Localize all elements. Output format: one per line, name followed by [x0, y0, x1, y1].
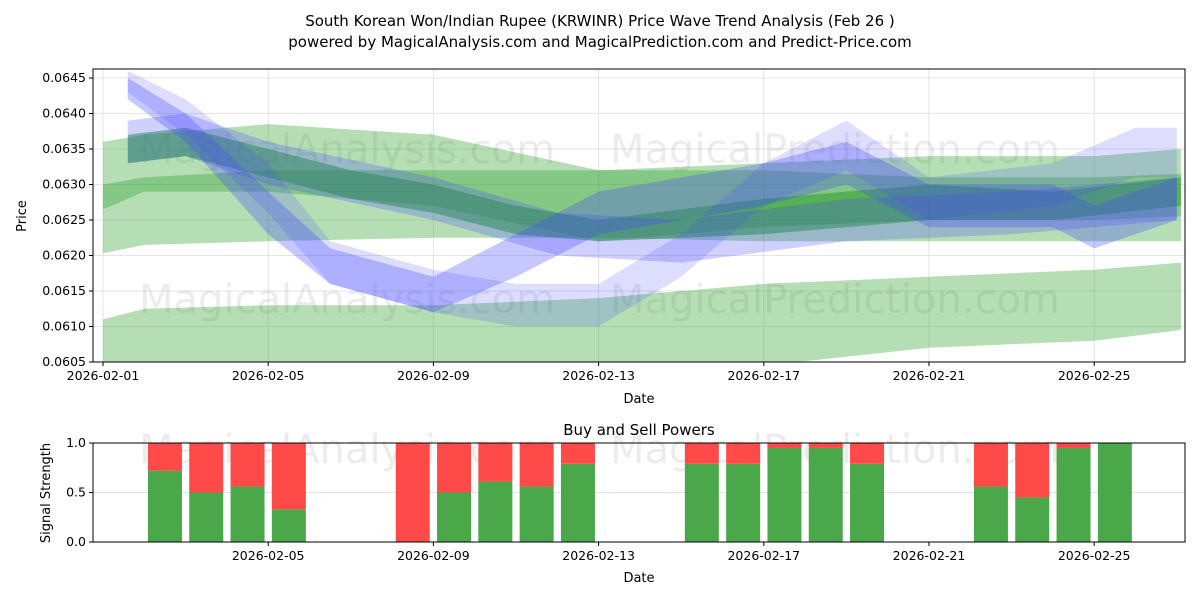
x-axis-label: Date [623, 571, 654, 586]
buy-bar [478, 481, 513, 542]
buy-bar [519, 486, 554, 542]
sell-bar [973, 443, 1008, 487]
sell-bar [560, 443, 595, 464]
x-tick-label: 2026-02-25 [1058, 548, 1131, 563]
x-tick-label: 2026-02-09 [397, 548, 470, 563]
plot-frame [92, 442, 1186, 543]
buy-bar [726, 463, 761, 542]
buy-bar [684, 463, 719, 542]
sell-bar [230, 443, 265, 487]
buy-bar [147, 470, 182, 542]
sell-bar [1015, 443, 1050, 498]
sell-bar [395, 443, 430, 542]
chart-title: South Korean Won/Indian Rupee (KRWINR) P… [305, 12, 895, 30]
y-axis-label: Price [15, 200, 30, 232]
sell-bar [1056, 443, 1091, 448]
buy-bar [271, 509, 306, 542]
y-tick-label: 0.0615 [42, 283, 86, 298]
blue-wave-3-band [127, 70, 1177, 327]
y-axis-label: Signal Strength [39, 443, 54, 543]
sell-bar [519, 443, 554, 487]
buy-bar [230, 486, 265, 542]
sell-bar [808, 443, 843, 448]
plot-frame [92, 68, 1186, 363]
buy-bar [767, 447, 802, 542]
y-tick-label: 1.0 [66, 435, 86, 450]
sell-bar [189, 443, 224, 493]
sell-bar [478, 443, 513, 482]
buy-bar [189, 492, 224, 542]
buy-bar [560, 463, 595, 542]
y-tick-label: 0.0 [66, 534, 86, 549]
chart-subtitle: powered by MagicalAnalysis.com and Magic… [288, 33, 912, 51]
x-tick-label: 2026-02-13 [562, 548, 635, 563]
x-tick-label: 2026-02-17 [727, 368, 800, 383]
sell-bar [850, 443, 885, 464]
buy-bar [808, 447, 843, 542]
y-tick-label: 0.5 [66, 485, 86, 500]
y-tick-label: 0.0635 [42, 141, 86, 156]
y-tick-label: 0.0630 [42, 177, 86, 192]
x-tick-label: 2026-02-09 [397, 368, 470, 383]
sell-bar [767, 443, 802, 448]
sell-bar [271, 443, 306, 510]
watermark: MagicalPrediction.com [610, 277, 1060, 323]
buy-sell-chart: Buy and Sell PowersMagicalAnalysis.comMa… [39, 421, 1186, 586]
watermark: MagicalAnalysis.com [139, 277, 555, 323]
buy-bar [973, 486, 1008, 542]
buy-bar [1015, 497, 1050, 542]
y-tick-label: 0.0610 [42, 319, 86, 334]
buy-bar [437, 492, 472, 542]
watermark: MagicalPrediction.com [610, 127, 1060, 173]
y-tick-label: 0.0620 [42, 248, 86, 263]
x-axis-label: Date [623, 392, 654, 407]
x-tick-label: 2026-02-13 [562, 368, 635, 383]
price-chart: 0.0605 0.0610 0.0615 0.0620 0.0625 0.0630 0.06… [15, 68, 1186, 407]
x-tick-label: 2026-02-21 [893, 368, 966, 383]
bar-chart-title: Buy and Sell Powers [563, 421, 715, 439]
sell-bar [684, 443, 719, 464]
green-trend-band [127, 127, 1181, 242]
buy-bar [1097, 443, 1132, 542]
y-tick-label: 0.0605 [42, 354, 86, 369]
x-tick-label: 2026-02-01 [67, 368, 140, 383]
sell-bar [726, 443, 761, 464]
bands-group [103, 70, 1181, 362]
y-tick-label: 0.0645 [42, 70, 86, 85]
sell-bar [147, 443, 182, 471]
buy-bar [1056, 447, 1091, 542]
x-tick-label: 2026-02-05 [232, 368, 305, 383]
sell-bar [437, 443, 472, 493]
buy-bar [850, 463, 885, 542]
y-tick-label: 0.0640 [42, 106, 86, 121]
blue-wave-1-band [127, 78, 1177, 313]
x-tick-label: 2026-02-21 [893, 548, 966, 563]
x-tick-label: 2026-02-25 [1058, 368, 1131, 383]
y-tick-label: 0.0625 [42, 212, 86, 227]
x-tick-label: 2026-02-17 [727, 548, 800, 563]
green-lower-band [103, 262, 1181, 362]
x-tick-label: 2026-02-05 [232, 548, 305, 563]
blue-wave-2-band [127, 113, 1177, 263]
